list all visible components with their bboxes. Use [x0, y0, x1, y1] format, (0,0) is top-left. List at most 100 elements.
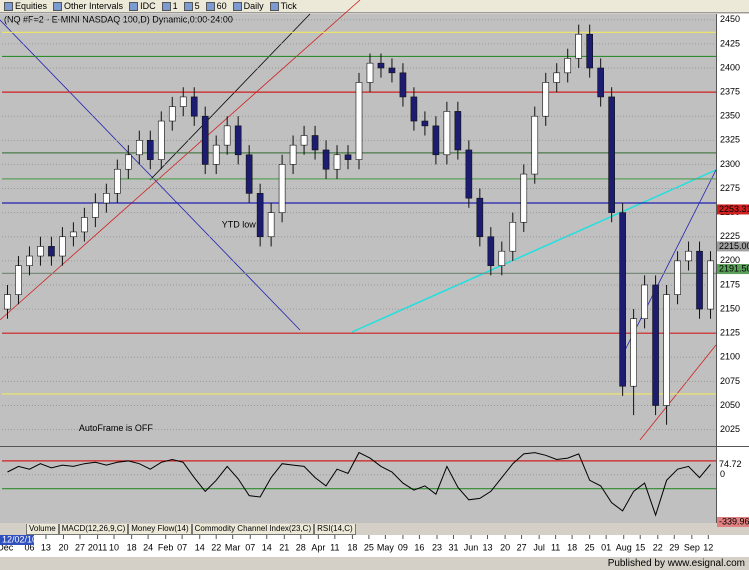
candle-body — [377, 62, 385, 69]
candle-body — [707, 260, 714, 310]
x-tick-label: 29 — [669, 542, 679, 552]
y-tick-label: 2125 — [720, 328, 740, 338]
y-tick-label: 2050 — [720, 400, 740, 410]
candle-body — [146, 140, 154, 160]
x-tick-label: 11 — [330, 542, 339, 552]
trend-line — [351, 169, 717, 333]
x-tick-label: Jul — [533, 542, 545, 552]
candle-body — [278, 164, 286, 213]
candle-body — [168, 106, 176, 122]
indicator-tabs: Volume MACD(12,26,9,C) Money Flow(14) Commo… — [26, 524, 356, 535]
toolbar-button[interactable]: IDC — [129, 1, 156, 11]
indicator-tab[interactable]: MACD(12,26,9,C) — [58, 524, 129, 535]
x-tick-label: Jun — [464, 542, 479, 552]
y-tick-label: 2450 — [720, 14, 740, 24]
indicator-tab[interactable]: Money Flow(14) — [128, 524, 192, 535]
x-tick-label: 20 — [59, 542, 69, 552]
candle-body — [520, 173, 528, 223]
x-tick-label: 07 — [177, 542, 187, 552]
toolbar-button[interactable]: 60 — [206, 1, 227, 11]
candle-body — [674, 260, 681, 295]
candle-body — [311, 135, 319, 151]
x-tick-label: 07 — [245, 542, 255, 552]
x-tick-label: 18 — [347, 542, 357, 552]
candle-body — [322, 149, 330, 170]
x-tick-label: 25 — [364, 542, 374, 552]
candle-body — [388, 67, 396, 74]
toolbar-button[interactable]: Daily — [233, 1, 264, 11]
chart-title: (NQ #F=2 - E-MINI NASDAQ 100,D) Dynamic,… — [4, 14, 233, 24]
y-tick-label: 2400 — [720, 62, 740, 72]
candle-body — [223, 125, 231, 146]
toolbar-button[interactable]: Equities — [4, 1, 47, 11]
x-tick-label: 06 — [24, 542, 34, 552]
indicator-tab[interactable]: Volume — [26, 524, 59, 535]
x-tick-label: 01 — [601, 542, 611, 552]
toolbar-button[interactable]: 5 — [184, 1, 200, 11]
panel: 2025205020752100212521502175220022252250… — [2, 14, 749, 434]
toolbar-button[interactable]: Tick — [270, 1, 297, 11]
candle-body — [157, 120, 165, 160]
annotation: YTD low — [222, 220, 257, 230]
y-tick-label: 2275 — [720, 183, 740, 193]
y-tick-label: 2325 — [720, 135, 740, 145]
price-tag — [717, 516, 749, 527]
candle-body — [553, 72, 561, 83]
candle-body — [333, 154, 341, 170]
candle-body — [37, 246, 44, 257]
trend-line — [0, 19, 301, 331]
toolbar: Equities Other Intervals IDC 1 5 60 Daily Tick — [0, 0, 749, 13]
candle-body — [212, 144, 220, 165]
x-tick-label: 10 — [109, 542, 119, 552]
x-tick-label: 22 — [653, 542, 663, 552]
y-tick-label: 2350 — [720, 111, 740, 121]
x-tick-label: 20 — [500, 542, 510, 552]
candle-body — [641, 284, 648, 320]
trend-line — [0, 0, 361, 321]
price-tag-label: 2191.50 — [719, 263, 749, 273]
x-tick-label: 11 — [551, 542, 560, 552]
candle-body — [630, 318, 637, 387]
price-tag — [717, 264, 749, 275]
x-tick-label: Mar — [225, 542, 241, 552]
x-tick-label: 14 — [262, 542, 272, 552]
y-tick-label: 2300 — [720, 159, 740, 169]
x-tick-label: 2011 — [88, 542, 107, 552]
indicator-tab[interactable]: Commodity Channel Index(23,C) — [191, 524, 315, 535]
candle-body — [531, 115, 539, 175]
x-tick-label: Sep — [684, 542, 700, 552]
candle-body — [15, 265, 22, 295]
candle-body — [4, 294, 11, 310]
x-tick-label: 09 — [398, 542, 408, 552]
x-tick-label: 15 — [635, 542, 645, 552]
toolbar-button[interactable]: 1 — [162, 1, 178, 11]
x-tick-label: 13 — [483, 542, 493, 552]
x-tick-label: Apr — [311, 542, 325, 552]
toolbar-button[interactable]: Other Intervals — [53, 1, 123, 11]
x-tick-label: 23 — [432, 542, 442, 552]
indicator-tab[interactable]: RSI(14,C) — [314, 524, 356, 535]
date-box — [0, 535, 34, 545]
x-tick-label: 13 — [41, 542, 51, 552]
candle-body — [487, 236, 495, 266]
candle-body — [575, 33, 583, 59]
candle-body — [267, 212, 275, 238]
x-tick-label: 12 — [703, 542, 713, 552]
price-tag-label: -339.96 — [719, 516, 749, 526]
date-axis-background — [0, 535, 749, 557]
y-tick-label: 2200 — [720, 255, 740, 265]
candle-body — [498, 250, 506, 266]
price-tag-label: 74.72 — [719, 459, 742, 469]
x-tick-label: 18 — [127, 542, 137, 552]
y-tick-label: 2175 — [720, 279, 740, 289]
candle-body — [26, 255, 33, 266]
start-date: 12/02/10 — [2, 534, 37, 544]
candle-body — [201, 115, 209, 165]
y-tick-label: 2100 — [720, 352, 740, 362]
candle-body — [179, 96, 187, 107]
candle-body — [355, 82, 363, 160]
y-tick-label: 2025 — [720, 424, 740, 434]
candle-body — [663, 294, 670, 406]
x-tick-label: 27 — [517, 542, 527, 552]
